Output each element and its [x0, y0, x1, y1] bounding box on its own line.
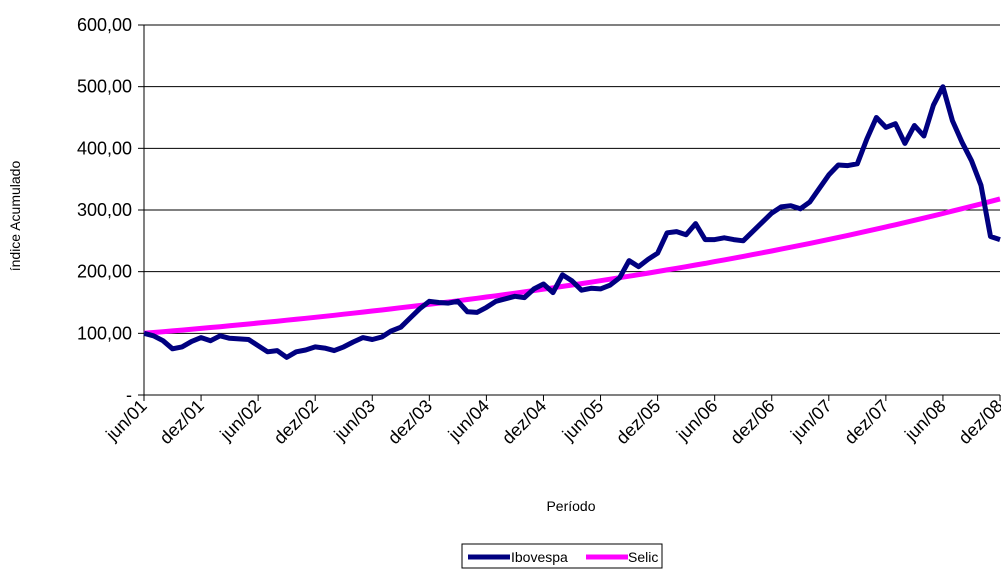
x-tick-label: jun/08: [900, 396, 950, 446]
x-tick-label: jun/07: [786, 396, 836, 446]
x-tick-label: jun/06: [672, 396, 722, 446]
x-tick-label: jun/04: [444, 396, 494, 446]
y-tick-label: 200,00: [77, 262, 132, 282]
x-tick-label: dez/01: [156, 396, 208, 448]
x-tick-label: jun/05: [558, 396, 608, 446]
gridlines: [144, 24, 1000, 334]
x-tick-labels: jun/01 dez/01 jun/02 dez/02 jun/03 dez/03 jun/…: [101, 395, 1001, 448]
x-tick-label: jun/03: [330, 396, 380, 446]
x-tick-label: dez/02: [270, 396, 322, 448]
x-tick-label: dez/08: [954, 396, 1001, 448]
x-tick-label: dez/04: [498, 396, 550, 448]
legend-label-selic: Selic: [628, 549, 658, 565]
x-tick-label: dez/07: [840, 396, 892, 448]
y-tick-label: 600,00: [77, 15, 132, 35]
legend: Ibovespa Selic: [461, 543, 663, 569]
x-tick-label: dez/03: [384, 396, 436, 448]
y-tick-label: 400,00: [77, 138, 132, 158]
series-lines: [143, 84, 1001, 360]
series-line-selic: [143, 196, 1001, 336]
y-tick-label: 300,00: [77, 200, 132, 220]
y-axis-title: índice Acumulado: [7, 161, 23, 272]
x-tick-label: dez/06: [726, 396, 778, 448]
legend-label-ibovespa: Ibovespa: [511, 549, 568, 565]
x-tick-label: dez/05: [612, 396, 664, 448]
x-axis-title: Período: [546, 498, 595, 514]
y-tick-label: -: [126, 385, 132, 405]
y-tick-label: 100,00: [77, 323, 132, 343]
y-tick-label: 500,00: [77, 77, 132, 97]
y-tick-labels: - 100,00 200,00 300,00 400,00 500,00 600,00: [77, 15, 144, 405]
x-tick-label: jun/02: [215, 396, 265, 446]
series-line-ibovespa: [143, 84, 1001, 360]
